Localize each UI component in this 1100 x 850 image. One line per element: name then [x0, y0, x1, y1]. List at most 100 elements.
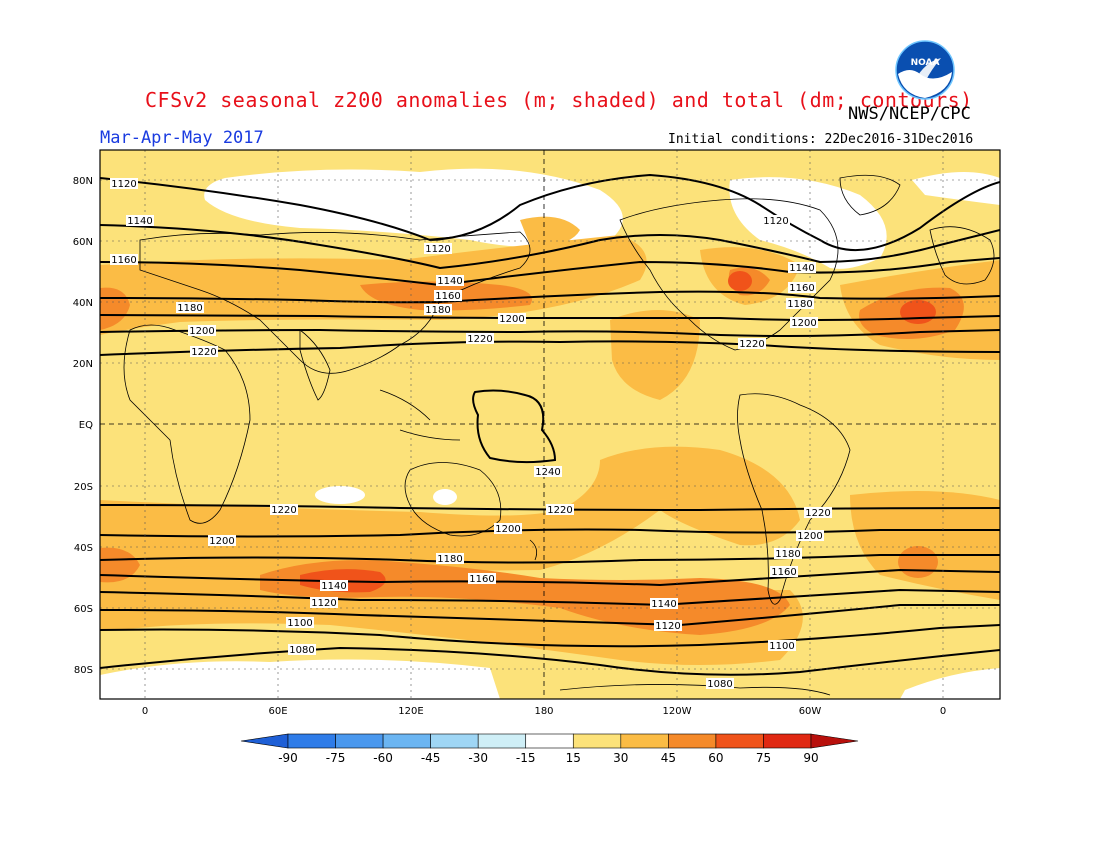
svg-text:1200: 1200: [791, 318, 816, 329]
colorbar-label: -75: [326, 751, 346, 765]
contour-label: 1100: [286, 617, 314, 629]
colorbar-segment: [620, 733, 669, 749]
init-conditions-label: Initial conditions: 22Dec2016-31Dec2016: [668, 132, 974, 147]
lat-label: 80S: [74, 665, 93, 676]
svg-text:1180: 1180: [775, 549, 800, 560]
contour-label: 1180: [786, 298, 814, 310]
svg-text:1180: 1180: [425, 305, 450, 316]
contour-label: 1140: [320, 580, 348, 592]
svg-text:1140: 1140: [321, 581, 346, 592]
contour-label: 1200: [790, 317, 818, 329]
svg-text:1160: 1160: [771, 567, 796, 578]
contour-label: 1120: [654, 620, 682, 632]
contour-label: 1200: [498, 313, 526, 325]
contour-label: 1220: [738, 338, 766, 350]
svg-text:1180: 1180: [177, 303, 202, 314]
org-label: NWS/NCEP/CPC: [848, 104, 971, 124]
contour-label: 1180: [436, 553, 464, 565]
contour-label: 1240: [534, 466, 562, 478]
contour-label: 1160: [770, 566, 798, 578]
contour-label: 1140: [126, 215, 154, 227]
lat-label: 40N: [73, 298, 93, 309]
colorbar-segment: [525, 733, 574, 749]
contour-label: 1200: [188, 325, 216, 337]
contour-label: 1160: [788, 282, 816, 294]
svg-text:1200: 1200: [209, 536, 234, 547]
svg-text:1240: 1240: [535, 467, 560, 478]
contour-label: 1120: [424, 243, 452, 255]
lon-label: 120W: [663, 706, 692, 717]
contour-label: 1080: [288, 644, 316, 656]
svg-text:1120: 1120: [311, 598, 336, 609]
lon-label: 60E: [268, 706, 287, 717]
contour-label: 1220: [270, 504, 298, 516]
colorbar-segment: [668, 733, 717, 749]
colorbar-segment: [477, 733, 527, 749]
colorbar-segment: [763, 733, 812, 749]
lat-label: 40S: [74, 543, 93, 554]
svg-text:1080: 1080: [707, 679, 732, 690]
svg-text:1180: 1180: [437, 554, 462, 565]
lat-label: 60N: [73, 237, 93, 248]
contour-label: 1220: [190, 346, 218, 358]
colorbar-segment: [430, 733, 479, 749]
colorbar-label: -15: [516, 751, 536, 765]
contour-label: 1080: [706, 678, 734, 690]
contour-label: 1120: [762, 215, 790, 227]
contour-label: 1140: [436, 275, 464, 287]
svg-text:1200: 1200: [797, 531, 822, 542]
colorbar-label: -30: [468, 751, 488, 765]
svg-text:1160: 1160: [435, 291, 460, 302]
svg-text:1100: 1100: [769, 641, 794, 652]
lat-label: 80N: [73, 176, 93, 187]
colorbar-segment: [572, 733, 622, 749]
svg-text:1140: 1140: [789, 263, 814, 274]
svg-text:1120: 1120: [425, 244, 450, 255]
equator-dateline: [100, 150, 1000, 699]
svg-text:1160: 1160: [111, 255, 136, 266]
contour-label: 1220: [466, 333, 494, 345]
contour-label: 1200: [208, 535, 236, 547]
svg-text:1220: 1220: [805, 508, 830, 519]
svg-text:1120: 1120: [111, 179, 136, 190]
contour-label: 1180: [424, 304, 452, 316]
svg-text:1140: 1140: [651, 599, 676, 610]
svg-text:1080: 1080: [289, 645, 314, 656]
svg-text:1220: 1220: [739, 339, 764, 350]
coastlines: [123, 174, 995, 696]
contour-label: 1200: [494, 523, 522, 535]
lon-label: 120E: [398, 706, 423, 717]
colorbar-label: 60: [708, 751, 723, 765]
contour-label: 1160: [110, 254, 138, 266]
contour-labels: 1120 1140 1160 1180 1200 1220 1120 1140 …: [110, 178, 832, 690]
lat-axis-labels: 80N 60N 40N 20N EQ 20S 40S 60S 80S: [73, 176, 93, 676]
colorbar-label: -60: [373, 751, 393, 765]
svg-text:1220: 1220: [271, 505, 296, 516]
colorbar-label: 45: [661, 751, 676, 765]
colorbar-segment: [382, 733, 431, 749]
map-frame: [99, 149, 1001, 700]
contour-label: 1180: [176, 302, 204, 314]
svg-text:1220: 1220: [467, 334, 492, 345]
colorbar-label: 15: [566, 751, 581, 765]
svg-text:1200: 1200: [189, 326, 214, 337]
lat-label: EQ: [79, 420, 93, 431]
colorbar-segment: [810, 733, 859, 749]
contour-label: 1160: [434, 290, 462, 302]
svg-text:1180: 1180: [787, 299, 812, 310]
svg-text:1120: 1120: [763, 216, 788, 227]
colorbar-segment: [287, 733, 336, 749]
svg-text:1140: 1140: [127, 216, 152, 227]
colorbar-segment: [335, 733, 384, 749]
contour-label: 1120: [110, 178, 138, 190]
colorbar-label: 30: [613, 751, 628, 765]
contour-label: 1220: [804, 507, 832, 519]
svg-text:1120: 1120: [655, 621, 680, 632]
svg-text:1100: 1100: [287, 618, 312, 629]
contour-label: 1200: [796, 530, 824, 542]
svg-text:1200: 1200: [499, 314, 524, 325]
colorbar-segment: [715, 733, 764, 749]
lon-label: 60W: [799, 706, 822, 717]
contour-label: 1120: [310, 597, 338, 609]
noaa-logo: NOAA: [895, 40, 955, 100]
